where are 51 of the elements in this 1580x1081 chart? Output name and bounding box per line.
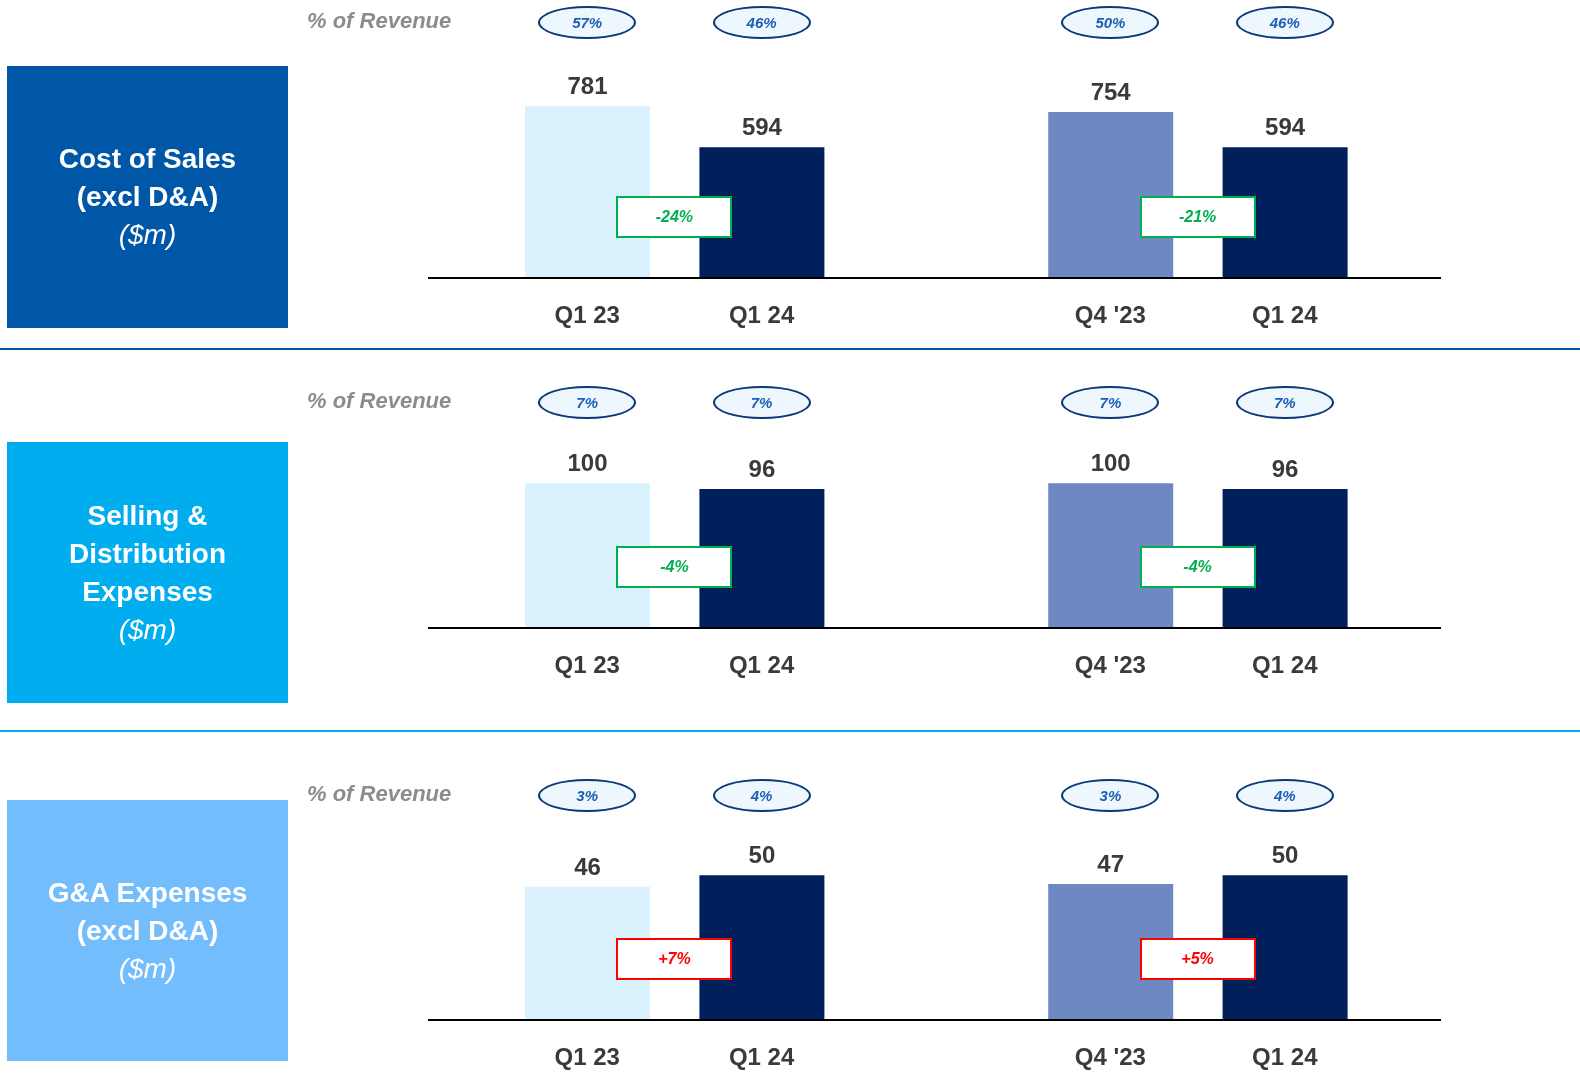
data-label: 594 <box>1265 113 1306 141</box>
x-tick-label: Q1 23 <box>554 1043 620 1071</box>
text: 46% <box>1235 6 1334 39</box>
text: 4% <box>1235 779 1334 812</box>
x-tick-label: Q1 24 <box>728 1043 795 1071</box>
text: ($m) <box>118 218 177 252</box>
text: Selling & Distribution Expenses <box>67 498 228 609</box>
text: Cost of Sales (excl D&A) <box>57 142 238 214</box>
data-label: 96 <box>748 454 776 482</box>
data-label: 47 <box>1097 849 1125 877</box>
data-label: 100 <box>567 449 608 477</box>
text: % of Revenue <box>307 781 452 807</box>
data-label: 50 <box>748 841 776 869</box>
data-label: 96 <box>1271 454 1299 482</box>
text: 3% <box>538 779 637 812</box>
text: ($m) <box>118 612 177 647</box>
x-tick-label: Q4 '23 <box>1074 1043 1146 1071</box>
x-tick-label: Q1 23 <box>554 651 620 679</box>
x-tick-label: Q1 24 <box>1252 301 1319 329</box>
data-label: 46 <box>574 852 601 880</box>
data-label: 781 <box>567 72 608 99</box>
change-box: -24% <box>616 196 733 238</box>
text: 50% <box>1061 6 1160 39</box>
data-label: 100 <box>1090 449 1131 477</box>
text: % of Revenue <box>307 8 452 34</box>
change-box: -21% <box>1139 196 1256 238</box>
data-label: 594 <box>741 113 783 141</box>
text: ($m) <box>118 951 177 986</box>
x-tick-label: Q1 24 <box>1252 651 1319 679</box>
text: 57% <box>538 6 637 39</box>
data-label: 754 <box>1090 77 1132 105</box>
x-tick-label: Q4 '23 <box>1074 301 1146 329</box>
change-box: +7% <box>616 938 733 980</box>
x-tick-label: Q1 23 <box>554 301 620 329</box>
x-tick-label: Q1 24 <box>728 301 795 329</box>
text: 46% <box>712 6 811 39</box>
text: G&A Expenses (excl D&A) <box>46 875 249 948</box>
data-label: 50 <box>1271 841 1299 869</box>
x-tick-label: Q1 24 <box>728 651 795 679</box>
text: 7% <box>538 386 637 419</box>
text: 7% <box>712 386 811 419</box>
change-box: +5% <box>1139 938 1256 980</box>
text: % of Revenue <box>307 388 452 414</box>
text: 4% <box>712 779 811 812</box>
text: 7% <box>1235 386 1334 419</box>
change-box: -4% <box>1139 546 1256 588</box>
text: 7% <box>1061 386 1160 419</box>
x-tick-label: Q4 '23 <box>1074 651 1146 679</box>
x-tick-label: Q1 24 <box>1252 1043 1319 1071</box>
text: 3% <box>1061 779 1160 812</box>
change-box: -4% <box>616 546 733 588</box>
